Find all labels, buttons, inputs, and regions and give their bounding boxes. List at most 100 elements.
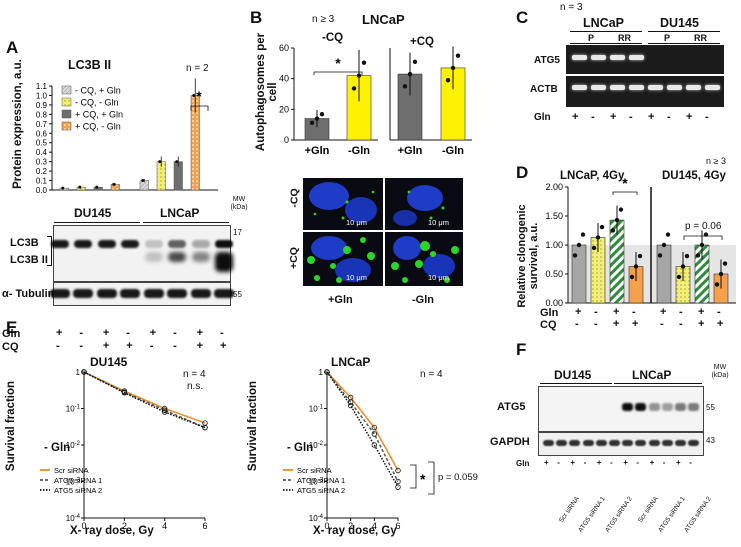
chart-a: 0.00.10.20.30.40.50.60.70.80.91.01.1 * - C… <box>36 78 218 195</box>
blot-atg5 <box>538 386 704 432</box>
chart-e-point <box>371 424 378 431</box>
chart-e-point <box>81 369 87 375</box>
chart-a-legend-label: + CQ, - Gln <box>75 122 121 132</box>
blot-f-row-atg5: ATG5 <box>497 401 526 413</box>
blot-f-row-gapdh: GAPDH <box>490 436 530 448</box>
blot-f-gln-sign: - <box>583 458 587 467</box>
blot-f-gln-sign: + <box>544 458 549 467</box>
chart-d-cq-sign: + <box>717 318 724 330</box>
chart-d-point <box>580 232 586 237</box>
blot-gapdh <box>538 432 704 456</box>
chart-b-right-xlabel: +Gln <box>398 145 423 157</box>
chart-b-left-point <box>309 120 315 126</box>
panel-c-gln-sign: + <box>572 111 579 123</box>
blot-a-band-lc3b2 <box>168 252 187 262</box>
panel-c-du145: DU145 <box>660 16 699 30</box>
chart-b-ytick-label: 40 <box>279 74 289 84</box>
chart-e-legend-label: Scr siRNA <box>54 466 89 475</box>
chart-a-title: LC3B II <box>68 58 112 72</box>
panel-label-c: C <box>516 8 529 27</box>
blot-a-band-tubulin <box>96 289 117 298</box>
chart-b-sig: * <box>335 55 341 71</box>
blot-a-tubulin-label: α- Tubulin <box>2 288 55 300</box>
chart-d-gln-sign: + <box>575 306 582 318</box>
chart-e-xlabel-right: X- ray dose, Gy <box>313 525 397 537</box>
blot-a-cq-sign: + <box>196 340 203 352</box>
gel-c-band-actb <box>572 85 587 90</box>
panel-c-gln-label: Gln <box>534 112 551 123</box>
blot-f-band-atg5 <box>675 403 686 411</box>
chart-e-xtick-label: 0 <box>81 521 86 531</box>
panel-label-f: F <box>516 340 527 359</box>
chart-d-sig-bracket <box>612 191 638 195</box>
blot-a-lc3b2-label: LC3B II <box>10 254 48 266</box>
chart-e-xtick-label: 4 <box>372 521 377 531</box>
blot-f-line-lncap <box>614 383 702 384</box>
chart-b-right-point <box>402 84 408 89</box>
chart-d-cq-sign: + <box>698 318 705 330</box>
chart-e-right-curve <box>326 371 399 488</box>
chart-e-legend-label: ATG5 siRNA 1 <box>297 476 345 485</box>
blot-a-band-tubulin <box>73 289 94 298</box>
blot-a-cq-sign: - <box>173 340 177 352</box>
chart-d-point <box>718 271 724 277</box>
gel-c-band-actb <box>686 85 701 90</box>
chart-a-legend-label: - CQ, + Gln <box>75 86 121 96</box>
blot-a-band-tubulin <box>214 289 234 298</box>
chart-d-point <box>610 228 616 233</box>
gel-c-band-actb <box>667 85 682 90</box>
chart-e-legend-label: ATG5 siRNA 1 <box>54 476 102 485</box>
chart-d: 0.00 0.50 1.00 1.50 2.00 * <box>545 175 736 308</box>
chart-e-point <box>395 478 401 485</box>
chart-a-ytick-label: 0.5 <box>36 139 48 148</box>
chart-a-ytick-label: 0.2 <box>36 167 48 176</box>
chart-b-right-point <box>450 65 456 71</box>
chart-e-legend-label: Scr siRNA <box>297 466 332 475</box>
micro-cq-plus-gln-plus <box>303 232 383 286</box>
chart-e-ytick-label: 10-2 <box>66 441 81 450</box>
chart-e-ytick-label: 10-2 <box>309 441 324 450</box>
chart-e-ytick-label: 10-1 <box>309 405 324 414</box>
chart-b-right-point <box>407 71 413 77</box>
chart-e-xtick-label: 6 <box>395 521 400 531</box>
blot-f-gln-sign: + <box>570 458 576 467</box>
panel-c-gln-sign: + <box>648 111 655 123</box>
chart-d-point <box>591 245 597 251</box>
chart-e-ytick-label: 1 <box>76 368 81 377</box>
chart-d-title-du145: DU145, 4Gy <box>662 170 726 182</box>
chart-a-ytick-label: 1.1 <box>36 82 48 91</box>
blot-f-band-atg5 <box>622 403 634 411</box>
chart-d-gln-sign: + <box>613 306 620 318</box>
chart-e-title-right: LNCaP <box>331 355 371 369</box>
blot-f-band-gapdh <box>595 440 607 446</box>
chart-d-cq-sign: - <box>660 318 664 330</box>
chart-d-cq-sign: + <box>613 318 620 330</box>
blot-a-gln-sign: + <box>149 327 157 339</box>
chart-d-point <box>722 261 728 266</box>
chart-d-point <box>572 253 578 258</box>
panel-c-sub-p2: P <box>664 33 671 43</box>
chart-d-ytick-label: 1.50 <box>545 211 563 221</box>
chart-b-ytick-label: 20 <box>279 104 289 114</box>
chart-a-point <box>175 160 179 164</box>
blot-f-gln-sign: - <box>662 458 666 467</box>
blot-f-band-gapdh <box>609 440 620 446</box>
chart-d-cq-sign: + <box>632 318 639 330</box>
chart-a-sig: * <box>196 88 202 104</box>
gel-c-band-actb <box>610 85 625 90</box>
chart-b-left-point <box>351 86 357 91</box>
blot-a-cq-sign: - <box>79 340 84 352</box>
blot-a-cq-sign: - <box>149 340 154 352</box>
chart-d-point <box>665 232 671 237</box>
gel-c-band-atg5 <box>591 55 606 60</box>
chart-b-sub-right: +CQ <box>410 36 434 48</box>
chart-d-point <box>684 253 690 259</box>
gel-c-band-atg5 <box>572 55 587 60</box>
chart-b-left-point <box>319 112 325 117</box>
chart-b-title: LNCaP <box>362 12 405 27</box>
chart-b-right-point <box>412 59 418 64</box>
blot-a-gln-sign: + <box>56 327 63 339</box>
blot-a-band-lc3b <box>97 240 116 248</box>
panel-c-subline-1 <box>570 43 642 44</box>
chart-b-right-point <box>455 53 461 58</box>
